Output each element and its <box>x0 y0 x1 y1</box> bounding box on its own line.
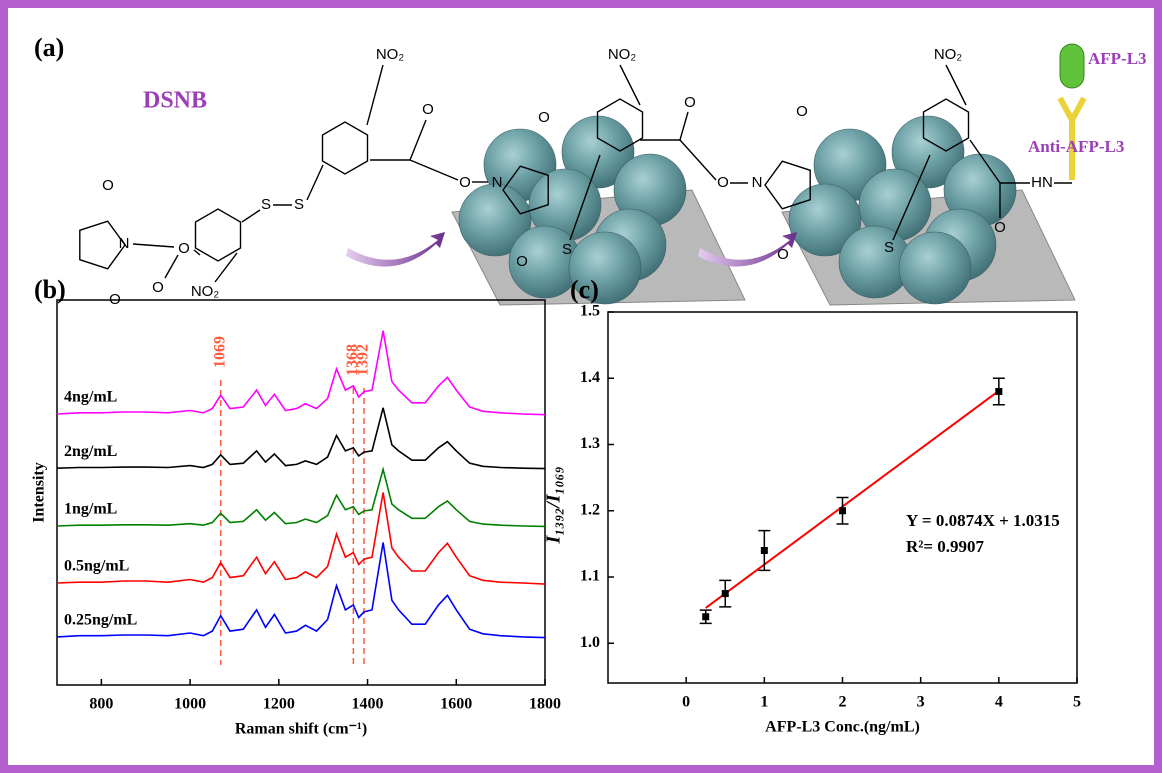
x-tick-label: 1200 <box>263 696 295 713</box>
bond <box>367 65 383 125</box>
frame <box>4 4 1158 769</box>
atom: N <box>752 174 763 191</box>
atom: O <box>796 103 808 120</box>
atom: O <box>994 219 1006 236</box>
y-tick-label: 1.2 <box>580 501 600 518</box>
ring <box>765 161 810 209</box>
atom: NO₂ <box>934 46 963 63</box>
atom: O <box>538 109 550 126</box>
series-label: 1ng/mL <box>64 501 117 518</box>
y-tick-label: 1.3 <box>580 435 600 452</box>
compound-name: DSNB <box>143 88 207 114</box>
antigen <box>1060 44 1084 88</box>
x-tick-label: 0 <box>682 694 690 711</box>
y-tick-label: 1.0 <box>580 634 600 651</box>
x-axis-label: Raman shift (cm⁻¹) <box>235 721 367 738</box>
atom: N <box>119 235 130 252</box>
antibody-label: Anti-AFP-L3 <box>1028 137 1124 156</box>
figure: (a) DSNB <box>0 0 1162 773</box>
peak-label: 1069 <box>211 336 228 368</box>
atom: O <box>178 240 190 257</box>
x-tick-label: 3 <box>917 694 925 711</box>
point <box>839 507 846 514</box>
y-tick-label: 1.5 <box>580 303 600 320</box>
bond <box>680 112 688 140</box>
nanoparticle <box>899 232 971 304</box>
x-tick-label: 800 <box>89 696 113 713</box>
bond <box>946 65 966 105</box>
x-axis-label: AFP-L3 Conc.(ng/mL) <box>765 719 920 736</box>
atom: O <box>516 253 528 270</box>
spectrum <box>57 331 545 415</box>
atom: NO₂ <box>608 46 637 63</box>
atom: O <box>777 246 789 263</box>
atom: O <box>459 174 471 191</box>
fit-r2: R²= 0.9907 <box>906 537 985 556</box>
panel-label: (c) <box>570 275 599 304</box>
series-label: 0.25ng/mL <box>64 612 137 629</box>
y-axis-label: I₁₃₉₂/I₁₀₆₉ <box>543 467 565 545</box>
x-tick-label: 1600 <box>440 696 472 713</box>
fit-equation: Y = 0.0874X + 1.0315 <box>906 511 1060 530</box>
atom: NO₂ <box>191 283 220 300</box>
series-label: 2ng/mL <box>64 443 117 460</box>
spectrum <box>57 469 545 526</box>
point <box>995 388 1002 395</box>
spectrum <box>57 493 545 585</box>
bond <box>307 165 323 200</box>
series-label: 0.5ng/mL <box>64 558 129 575</box>
panel-a: (a) DSNB <box>34 33 1147 308</box>
atom: N <box>492 174 503 191</box>
y-tick-label: 1.4 <box>580 369 600 386</box>
atom: O <box>102 177 114 194</box>
y-axis-label: Intensity <box>31 462 48 522</box>
x-tick-label: 1000 <box>174 696 206 713</box>
x-tick-label: 5 <box>1073 694 1081 711</box>
atom: S <box>884 239 894 256</box>
bond <box>680 140 716 180</box>
atom: S <box>562 241 572 258</box>
point <box>722 590 729 597</box>
bond <box>242 210 260 222</box>
atom: O <box>422 101 434 118</box>
x-tick-label: 2 <box>839 694 847 711</box>
ring <box>323 122 368 174</box>
series-label: 4ng/mL <box>64 389 117 406</box>
page: (a) DSNB <box>0 0 1162 773</box>
y-tick-label: 1.1 <box>580 568 600 585</box>
bond <box>133 244 174 247</box>
atom: O <box>717 174 729 191</box>
x-tick-label: 4 <box>995 694 1003 711</box>
atom: NO₂ <box>376 46 405 63</box>
bond <box>215 253 237 282</box>
atom: S <box>261 196 271 213</box>
atom: O <box>684 94 696 111</box>
fit-line <box>706 391 999 608</box>
antigen-label: AFP-L3 <box>1088 49 1147 68</box>
bond <box>165 255 178 278</box>
bond <box>410 120 426 160</box>
arrow <box>346 232 445 267</box>
x-tick-label: 1400 <box>352 696 384 713</box>
atom: S <box>294 196 304 213</box>
point <box>702 613 709 620</box>
panel-label: (a) <box>34 33 64 62</box>
atom: HN <box>1031 174 1053 191</box>
point <box>761 547 768 554</box>
peak-label: 1392 <box>355 344 372 376</box>
bond <box>410 160 458 180</box>
bond <box>620 65 640 105</box>
atom: O <box>152 279 164 296</box>
spectrum <box>57 408 545 469</box>
ring <box>196 209 241 261</box>
x-tick-label: 1800 <box>529 696 561 713</box>
x-tick-label: 1 <box>760 694 768 711</box>
